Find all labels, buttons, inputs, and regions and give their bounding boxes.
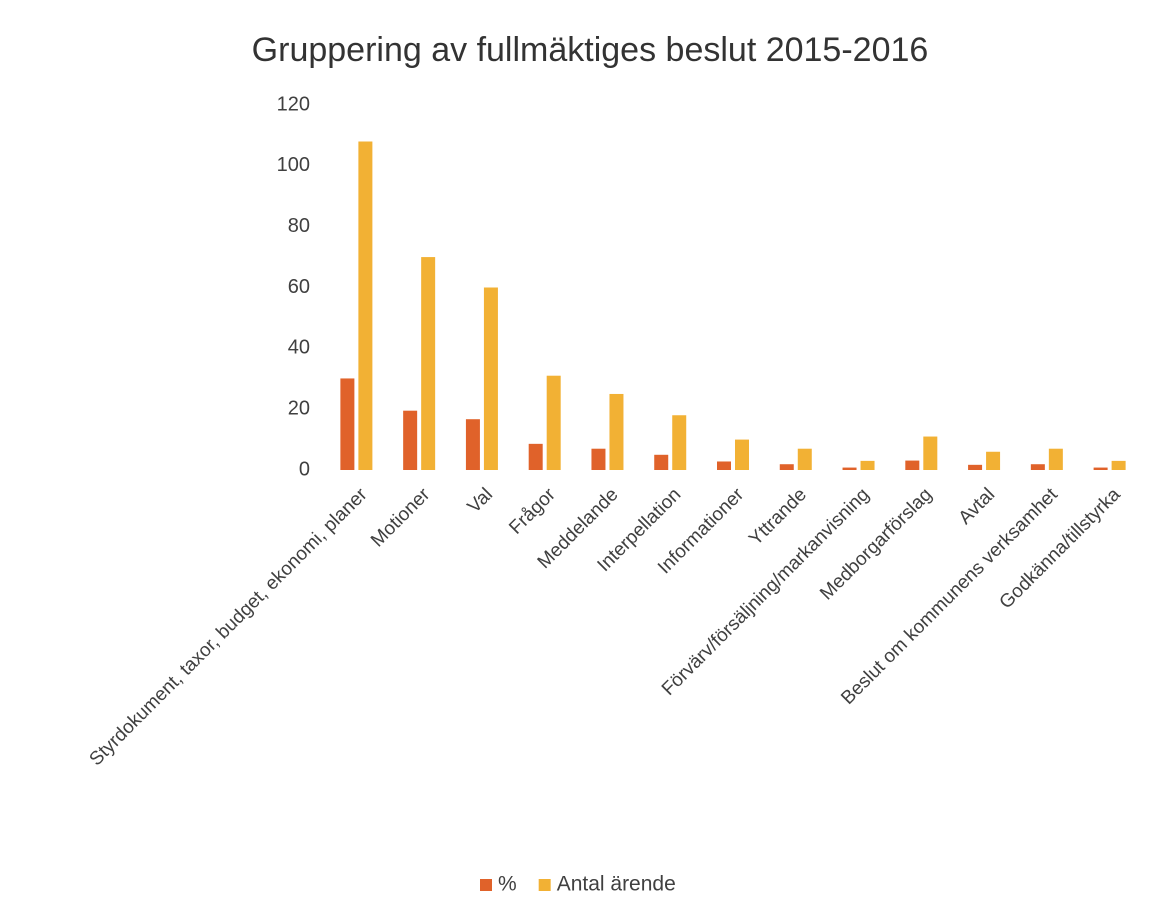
bar [842,467,857,470]
bar [1030,464,1045,470]
legend-label: Antal ärende [557,873,676,896]
x-tick-label: Beslut om kommunens verksamhet [837,484,1062,709]
bar [717,461,731,470]
bar [358,141,373,470]
bar [968,464,983,470]
bar [1111,460,1126,470]
bar [735,439,749,470]
y-tick-label: 80 [288,215,310,237]
y-tick-label: 20 [288,397,310,419]
y-tick-label: 60 [288,276,310,298]
x-tick-label: Frågor [505,484,560,539]
bar [591,448,606,470]
bar [465,419,480,470]
bar [1093,467,1108,470]
x-tick-label: Motioner [367,484,435,552]
bar [1048,448,1063,470]
legend-swatch [538,879,551,891]
bar [905,460,920,470]
bar [609,393,624,470]
bar [779,464,794,470]
bar [654,454,669,470]
x-tick-label: Yttrande [745,484,811,550]
bar [528,443,543,470]
x-tick-label: Val [464,484,497,517]
y-tick-label: 40 [288,337,310,359]
legend-swatch [480,879,492,891]
bar [672,415,687,470]
y-tick-label: 120 [277,93,310,115]
bar [421,257,436,470]
y-tick-label: 0 [299,458,310,480]
x-tick-label: Avtal [955,484,999,528]
bar [546,375,561,470]
x-tick-label: Godkänna/tillstyrka [996,484,1125,613]
legend-label: % [498,873,517,896]
x-tick-label: Medborgarförslag [816,484,936,604]
bar [923,436,938,470]
bar [403,410,418,470]
chart-title: Gruppering av fullmäktiges beslut 2015-2… [252,31,929,69]
bar [340,378,355,470]
bar [483,287,498,470]
bar [986,451,1001,470]
x-tick-label: Styrdokument, taxor, budget, ekonomi, pl… [86,484,372,770]
y-tick-label: 100 [277,154,310,176]
bar [860,460,875,470]
bar [797,448,812,470]
